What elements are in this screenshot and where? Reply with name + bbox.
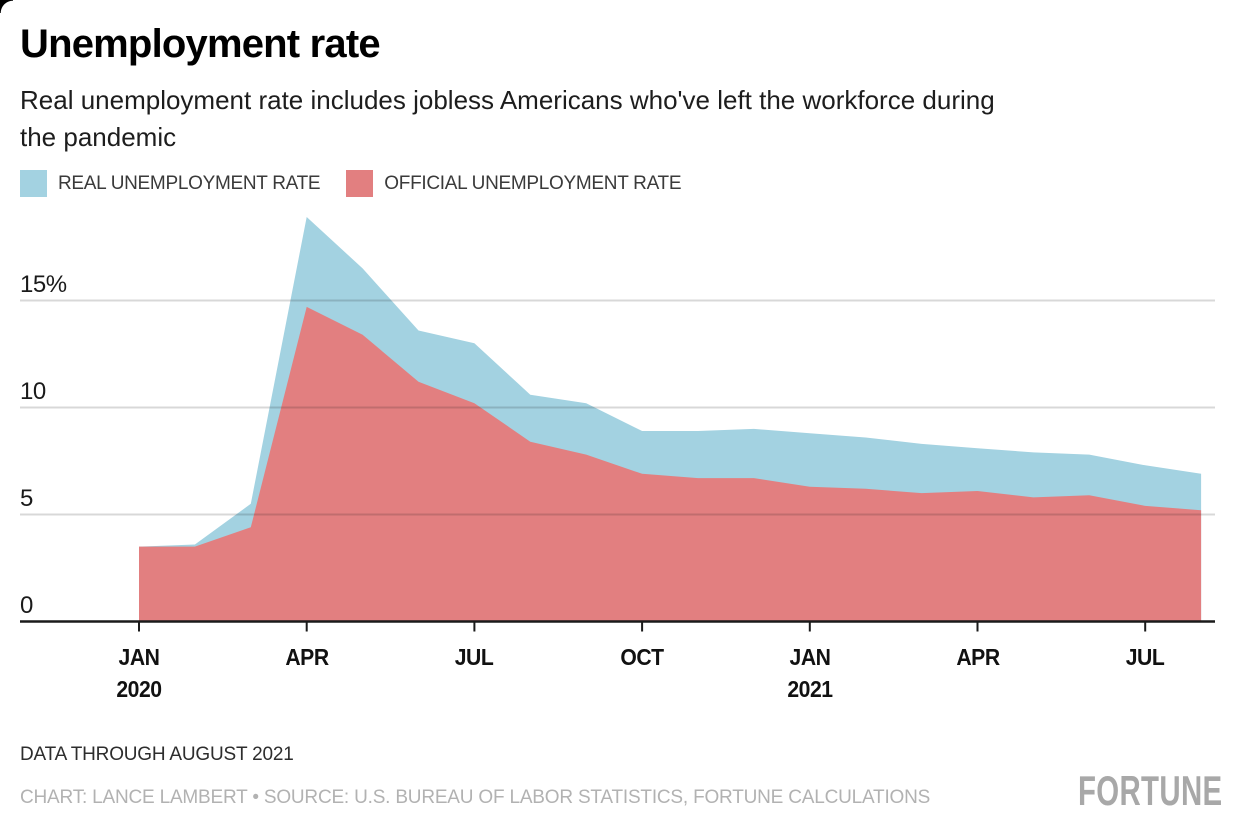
data-through-note: DATA THROUGH AUGUST 2021 [20, 744, 294, 765]
x-tick-label-jul: JUL [455, 644, 494, 670]
y-tick-label-5: 5 [20, 484, 33, 512]
y-tick-label-0: 0 [20, 591, 33, 619]
x-tick-label-apr: APR [285, 644, 329, 670]
legend-swatch-official [346, 170, 374, 197]
x-tick-label-apr: APR [955, 644, 1000, 670]
fortune-logo: FORTUNE [1077, 767, 1222, 814]
x-tick-year-2020: 2020 [116, 676, 162, 702]
x-tick-label-jan: JAN [789, 644, 831, 670]
screenshot-corner-artifact [0, 0, 13, 13]
legend-swatch-real [20, 170, 47, 197]
x-tick-label-oct: OCT [620, 644, 664, 670]
official-rate-area [139, 306, 1202, 622]
chart-title: Unemployment rate [20, 22, 381, 66]
x-tick-year-2021: 2021 [787, 676, 833, 702]
y-tick-label-10: 10 [20, 377, 46, 405]
x-tick-label-jan: JAN [118, 644, 160, 670]
legend-item-real: REAL UNEMPLOYMENT RATE [20, 170, 321, 197]
legend-label: REAL UNEMPLOYMENT RATE [58, 172, 321, 194]
chart-subtitle: Real unemployment rate includes jobless … [20, 85, 995, 152]
chart-source-credit: CHART: LANCE LAMBERT • SOURCE: U.S. BURE… [20, 787, 931, 808]
y-tick-label-15: 15% [20, 270, 67, 298]
legend-label: OFFICIAL UNEMPLOYMENT RATE [384, 172, 682, 194]
legend-item-official: OFFICIAL UNEMPLOYMENT RATE [346, 170, 682, 197]
x-tick-label-jul: JUL [1125, 644, 1165, 670]
chart-legend: REAL UNEMPLOYMENT RATE OFFICIAL UNEMPLOYM… [20, 170, 707, 197]
